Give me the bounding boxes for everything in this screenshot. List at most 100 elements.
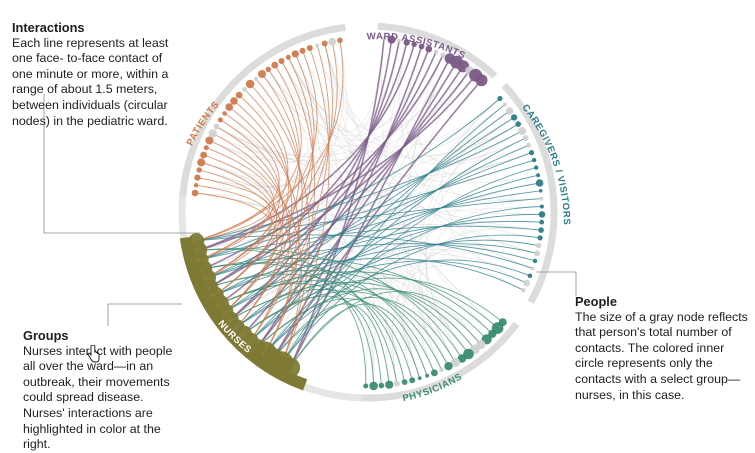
node — [387, 35, 396, 44]
node — [188, 233, 205, 249]
node — [403, 39, 410, 46]
node — [527, 273, 533, 279]
annotation-interactions: Interactions Each line represents at lea… — [12, 20, 182, 129]
node — [213, 123, 220, 130]
leader-interactions — [43, 94, 200, 234]
node — [285, 54, 291, 60]
node — [515, 121, 521, 127]
node — [242, 87, 247, 92]
node — [230, 97, 238, 105]
node — [385, 380, 394, 389]
node — [531, 157, 537, 163]
node — [523, 279, 531, 287]
node — [537, 235, 543, 241]
annotation-people: People The size of a gray node reflects … — [575, 294, 750, 403]
node — [522, 135, 529, 142]
node — [203, 145, 209, 151]
outer-ring — [178, 22, 558, 402]
node — [401, 379, 408, 385]
node — [225, 103, 233, 111]
node — [538, 211, 546, 218]
node — [539, 219, 545, 225]
node — [505, 107, 514, 115]
node — [431, 369, 438, 377]
annotation-people-title: People — [575, 294, 617, 309]
leader-lines — [43, 94, 577, 326]
node — [535, 179, 544, 187]
node — [393, 380, 400, 387]
node — [194, 174, 201, 181]
node — [200, 151, 208, 159]
node — [502, 102, 507, 107]
leader-groups — [107, 303, 182, 326]
node — [418, 43, 425, 50]
node — [518, 127, 526, 135]
node — [337, 37, 343, 44]
node — [475, 74, 488, 87]
node — [321, 40, 328, 47]
node-layer — [188, 35, 546, 391]
node — [217, 117, 223, 123]
annotation-people-body: The size of a gray node reflects that pe… — [575, 309, 748, 402]
node — [532, 258, 538, 264]
node — [530, 266, 535, 271]
node — [315, 43, 320, 48]
annotation-interactions-title: Interactions — [12, 20, 85, 35]
node — [193, 183, 199, 188]
node — [433, 49, 439, 54]
node — [382, 36, 386, 41]
annotation-groups-title: Groups — [23, 328, 69, 343]
node — [245, 79, 255, 89]
node — [510, 114, 518, 121]
node — [306, 45, 313, 51]
label-patients: PATIENTS — [185, 99, 222, 147]
node — [538, 227, 544, 233]
leader-people — [536, 271, 577, 296]
node — [409, 377, 416, 384]
node — [497, 95, 503, 102]
node — [526, 142, 532, 148]
node — [450, 357, 461, 368]
node — [536, 173, 541, 178]
nurse-chords — [194, 38, 543, 387]
node — [208, 129, 217, 138]
node — [417, 376, 422, 380]
annotation-groups: Groups Nurses interact with people all o… — [23, 328, 183, 453]
node — [258, 70, 266, 78]
node — [534, 165, 539, 170]
node — [444, 362, 453, 371]
node — [439, 367, 444, 373]
node — [253, 76, 259, 81]
node — [425, 373, 429, 378]
node — [363, 383, 369, 389]
node — [440, 52, 446, 58]
node — [222, 111, 227, 116]
annotation-interactions-body: Each line represents at least one face- … — [12, 35, 169, 128]
node — [197, 158, 206, 167]
node — [235, 91, 243, 99]
node — [533, 250, 541, 257]
node — [265, 66, 271, 73]
node — [196, 167, 202, 173]
node — [521, 288, 526, 293]
node — [536, 242, 542, 249]
node — [369, 381, 378, 391]
node — [539, 196, 544, 201]
node — [538, 189, 543, 193]
node — [291, 50, 299, 58]
node — [328, 37, 337, 46]
node — [205, 136, 214, 145]
node — [425, 45, 433, 53]
node — [411, 41, 417, 47]
node — [397, 38, 402, 43]
node — [539, 204, 544, 209]
node — [378, 382, 385, 389]
hand-cursor-icon — [87, 345, 100, 363]
node — [457, 354, 467, 363]
node — [191, 189, 199, 197]
node — [299, 47, 306, 54]
node — [528, 150, 535, 156]
node — [271, 61, 279, 69]
annotation-groups-body: Nurses interact with people all over the… — [23, 343, 173, 452]
